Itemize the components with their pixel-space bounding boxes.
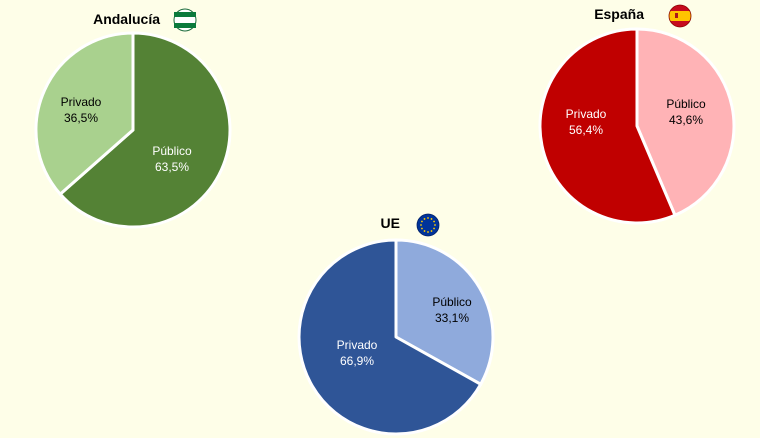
slice-label-name: Público [432,295,472,309]
eu-flag-icon [416,213,440,237]
chart-title-andalucia: Andalucía [93,11,160,27]
chart-title-espana: España [594,6,644,22]
eu-star-icon [430,230,433,232]
slice-label-ue-publico: Público 33,1% [432,295,472,325]
eu-star-icon [427,231,429,233]
chart-andalucia: Andalucía Público 63,5% Privado 36,5% [34,8,232,229]
eu-star-icon [421,220,423,223]
slice-label-value: 66,9% [340,354,374,368]
slice-label-value: 63,5% [155,160,189,174]
eu-star-icon [423,230,426,232]
chart-title-ue: UE [381,215,400,231]
slice-label-ue-privado: Privado 66,9% [337,338,378,368]
spain-flag-icon [668,4,692,28]
slice-label-name: Privado [337,338,378,352]
eu-star-icon [420,224,422,226]
pie-andalucia [34,31,232,229]
slice-label-andalucia-privado: Privado 36,5% [61,95,102,125]
slice-label-espana-privado: Privado 56,4% [566,107,607,137]
pie-ue [297,238,495,436]
chart-espana: España Público 43,6% Privado 56,4% [538,4,736,225]
pie-slice-privado [34,31,135,196]
eu-star-icon [433,220,435,223]
eu-star-icon [423,218,426,220]
eu-star-icon [430,218,433,220]
chart-ue: UE Público 33,1% Privado 66,9% [297,213,495,436]
eu-star-icon [433,227,435,230]
slice-label-value: 43,6% [669,113,703,127]
slice-label-andalucia-publico: Público 63,5% [152,144,192,174]
slice-label-name: Privado [61,95,102,109]
eu-star-icon [427,217,429,219]
pie-slice-publico [635,27,736,217]
pie-slice-privado [538,27,677,225]
slice-label-espana-publico: Público 43,6% [666,97,706,127]
slice-label-name: Público [152,144,192,158]
andalucia-flag-icon [173,8,197,32]
eu-star-icon [434,224,436,226]
eu-star-icon [421,227,423,230]
pie-slice-publico [58,31,232,229]
slice-label-value: 56,4% [569,123,603,137]
slice-label-value: 36,5% [64,111,98,125]
pie-slice-privado [297,238,483,436]
pie-slice-publico [394,238,495,386]
slice-label-name: Privado [566,107,607,121]
pie-espana [538,27,736,225]
slice-label-name: Público [666,97,706,111]
slice-label-value: 33,1% [435,311,469,325]
